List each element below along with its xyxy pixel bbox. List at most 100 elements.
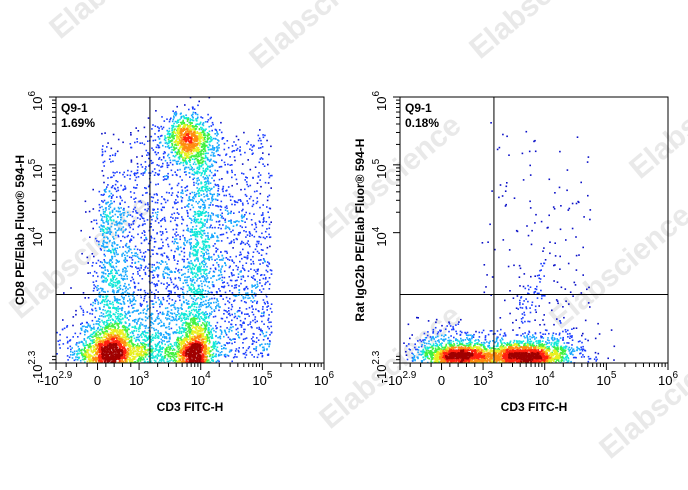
- event-dot: [94, 307, 97, 310]
- event-dot: [258, 147, 260, 149]
- event-dot: [88, 336, 90, 338]
- event-dot: [82, 314, 85, 316]
- event-dot: [257, 270, 259, 272]
- event-dot: [211, 283, 214, 286]
- event-dot: [154, 125, 157, 127]
- event-dot: [123, 301, 125, 304]
- event-dot: [125, 371, 127, 373]
- event-dot: [189, 318, 192, 320]
- event-dot: [152, 370, 154, 372]
- event-dot: [270, 269, 273, 272]
- event-dot: [262, 346, 265, 349]
- event-dot: [195, 315, 197, 318]
- event-dot: [215, 291, 218, 293]
- event-dot: [212, 198, 215, 201]
- event-dot: [114, 268, 116, 271]
- event-dot: [168, 127, 171, 130]
- event-dot: [268, 314, 270, 316]
- event-dot: [268, 172, 270, 175]
- event-dot: [259, 129, 261, 131]
- event-dot: [179, 294, 181, 297]
- event-dot: [238, 347, 240, 349]
- event-dot: [113, 381, 115, 383]
- event-dot: [256, 280, 259, 283]
- event-dot: [153, 193, 156, 196]
- event-dot: [185, 299, 188, 301]
- event-dot: [257, 134, 260, 137]
- event-dot: [226, 210, 229, 212]
- event-dot: [110, 161, 112, 163]
- event-dot: [217, 185, 220, 187]
- event-dot: [186, 209, 188, 212]
- event-dot: [170, 290, 172, 293]
- event-dot: [140, 236, 142, 239]
- event-dot: [144, 330, 146, 332]
- event-dot: [201, 187, 203, 190]
- event-dot: [92, 290, 95, 292]
- event-dot: [222, 185, 225, 188]
- event-dot: [108, 208, 110, 210]
- event-dot: [162, 241, 164, 244]
- event-dot: [232, 269, 234, 271]
- event-dot: [130, 132, 132, 134]
- event-dot: [187, 271, 190, 273]
- event-dot: [222, 298, 224, 300]
- event-dot: [254, 166, 257, 168]
- event-dot: [123, 303, 126, 305]
- event-dot: [189, 251, 191, 254]
- event-dot: [117, 310, 119, 313]
- event-dot: [259, 282, 261, 284]
- event-dot: [80, 372, 82, 374]
- event-dot: [155, 344, 158, 347]
- event-dot: [117, 206, 120, 209]
- event-dot: [178, 330, 181, 332]
- event-dot: [111, 318, 114, 320]
- event-dot: [129, 286, 131, 289]
- event-dot: [209, 159, 212, 162]
- event-dot: [206, 382, 208, 384]
- event-dot: [117, 316, 119, 319]
- event-dot: [111, 274, 114, 277]
- event-dot: [113, 299, 116, 302]
- event-dot: [160, 332, 162, 334]
- event-dot: [122, 373, 124, 375]
- event-dot: [198, 179, 200, 181]
- event-dot: [231, 145, 234, 147]
- event-dot: [187, 284, 189, 287]
- event-dot: [234, 221, 236, 223]
- event-dot: [117, 371, 119, 373]
- event-dot: [152, 215, 154, 217]
- event-dot: [202, 300, 205, 303]
- event-dot: [209, 189, 211, 192]
- event-dot: [196, 257, 198, 259]
- event-dot: [252, 313, 255, 316]
- event-dot: [78, 348, 81, 351]
- event-dot: [138, 330, 140, 333]
- event-dot: [154, 369, 156, 371]
- event-dot: [147, 292, 149, 295]
- event-dot: [206, 269, 208, 271]
- event-dot: [59, 347, 61, 349]
- event-dot: [197, 215, 200, 217]
- event-dot: [216, 304, 218, 307]
- event-dot: [154, 361, 156, 363]
- event-dot: [157, 280, 160, 282]
- event-dot: [108, 370, 110, 372]
- event-dot: [227, 186, 230, 188]
- event-dot: [206, 333, 208, 336]
- event-dot: [151, 374, 153, 376]
- event-dot: [100, 219, 103, 221]
- event-dot: [150, 135, 153, 138]
- event-dot: [191, 303, 193, 306]
- event-dot: [166, 286, 169, 288]
- event-dot: [262, 152, 264, 154]
- event-dot: [158, 349, 161, 351]
- event-dot: [164, 178, 166, 180]
- event-dot: [176, 212, 179, 214]
- event-dot: [86, 330, 88, 332]
- event-dot: [243, 268, 245, 270]
- event-dot: [160, 125, 162, 128]
- event-dot: [184, 370, 186, 372]
- event-dot: [92, 275, 94, 277]
- event-dot: [39, 343, 41, 345]
